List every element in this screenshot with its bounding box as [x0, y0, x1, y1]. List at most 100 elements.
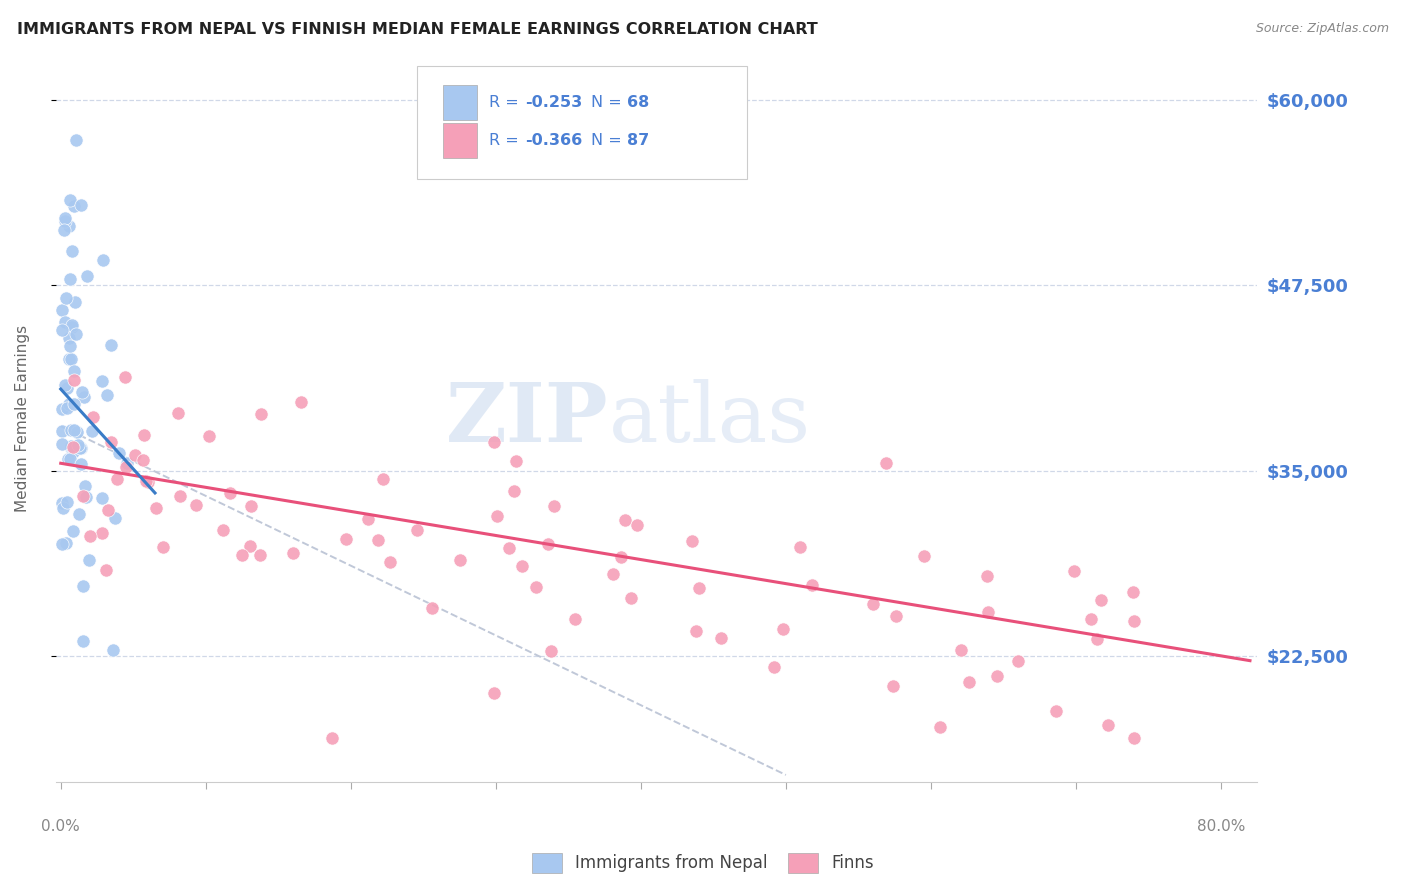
Point — [58, 219, 80, 233]
FancyBboxPatch shape — [416, 66, 747, 178]
Text: IMMIGRANTS FROM NEPAL VS FINNISH MEDIAN FEMALE EARNINGS CORRELATION CHART: IMMIGRANTS FROM NEPAL VS FINNISH MEDIAN … — [17, 22, 818, 37]
Point — [105, 472, 128, 486]
Point — [186, 498, 208, 512]
Point — [53, 214, 76, 228]
Point — [231, 548, 253, 562]
Point — [610, 549, 633, 564]
Point — [789, 540, 811, 554]
Text: R =: R = — [489, 133, 523, 148]
Text: N =: N = — [591, 133, 627, 148]
Point — [1123, 614, 1146, 628]
Point — [52, 501, 75, 516]
Point — [72, 634, 94, 648]
Point — [63, 199, 86, 213]
Point — [371, 472, 394, 486]
Point — [101, 643, 124, 657]
Point — [367, 533, 389, 548]
Point — [1090, 593, 1112, 607]
Point — [526, 581, 548, 595]
Point — [72, 579, 94, 593]
Point — [62, 445, 84, 459]
Point — [73, 390, 96, 404]
Point — [986, 669, 1008, 683]
Point — [356, 512, 378, 526]
Point — [70, 458, 93, 472]
Point — [70, 385, 93, 400]
Point — [115, 459, 138, 474]
Point — [626, 518, 648, 533]
Point — [73, 479, 96, 493]
Point — [240, 500, 263, 514]
Point — [62, 524, 84, 538]
Point — [152, 541, 174, 555]
Point — [710, 631, 733, 645]
Point — [685, 624, 707, 638]
Point — [63, 294, 86, 309]
Point — [912, 549, 935, 564]
Y-axis label: Median Female Earnings: Median Female Earnings — [15, 326, 30, 512]
Point — [928, 720, 950, 734]
Point — [82, 425, 104, 439]
Point — [51, 437, 73, 451]
Point — [688, 581, 710, 595]
Point — [875, 456, 897, 470]
Point — [67, 508, 90, 522]
Point — [449, 552, 471, 566]
Point — [62, 423, 84, 437]
Point — [406, 523, 429, 537]
Point — [51, 424, 73, 438]
Point — [91, 491, 114, 505]
Bar — [443, 85, 477, 120]
Point — [281, 546, 304, 560]
Point — [378, 555, 401, 569]
Point — [486, 509, 509, 524]
Point — [90, 526, 112, 541]
Text: Source: ZipAtlas.com: Source: ZipAtlas.com — [1256, 22, 1389, 36]
Point — [59, 272, 82, 286]
Point — [82, 409, 104, 424]
Point — [58, 331, 80, 345]
Point — [59, 451, 82, 466]
Point — [135, 474, 157, 488]
Point — [957, 675, 980, 690]
Point — [540, 644, 562, 658]
Point — [55, 381, 77, 395]
Point — [505, 454, 527, 468]
Point — [239, 539, 262, 553]
Point — [60, 244, 83, 259]
Point — [51, 401, 73, 416]
Point — [104, 510, 127, 524]
Point — [977, 605, 1000, 619]
Point — [543, 499, 565, 513]
Point — [97, 502, 120, 516]
Point — [249, 548, 271, 562]
Point — [1097, 718, 1119, 732]
Point — [63, 373, 86, 387]
Text: N =: N = — [591, 95, 627, 110]
Point — [65, 326, 87, 341]
Point — [69, 441, 91, 455]
Point — [62, 440, 84, 454]
Point — [69, 442, 91, 456]
Point — [1007, 654, 1029, 668]
Legend: Immigrants from Nepal, Finns: Immigrants from Nepal, Finns — [526, 847, 880, 880]
Point — [1045, 705, 1067, 719]
Point — [681, 534, 703, 549]
Text: 0.0%: 0.0% — [41, 820, 80, 834]
Point — [55, 291, 77, 305]
Point — [53, 223, 76, 237]
Text: 87: 87 — [627, 133, 650, 148]
Point — [79, 529, 101, 543]
Point — [51, 303, 73, 318]
Text: 80.0%: 80.0% — [1197, 820, 1246, 834]
Point — [58, 451, 80, 466]
Point — [60, 439, 83, 453]
Point — [62, 319, 84, 334]
Point — [60, 423, 83, 437]
Point — [66, 425, 89, 440]
Point — [62, 397, 84, 411]
Point — [77, 553, 100, 567]
Point — [91, 252, 114, 267]
Point — [772, 622, 794, 636]
Point — [503, 484, 526, 499]
